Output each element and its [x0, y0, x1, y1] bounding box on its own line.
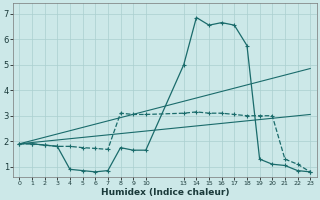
- X-axis label: Humidex (Indice chaleur): Humidex (Indice chaleur): [100, 188, 229, 197]
